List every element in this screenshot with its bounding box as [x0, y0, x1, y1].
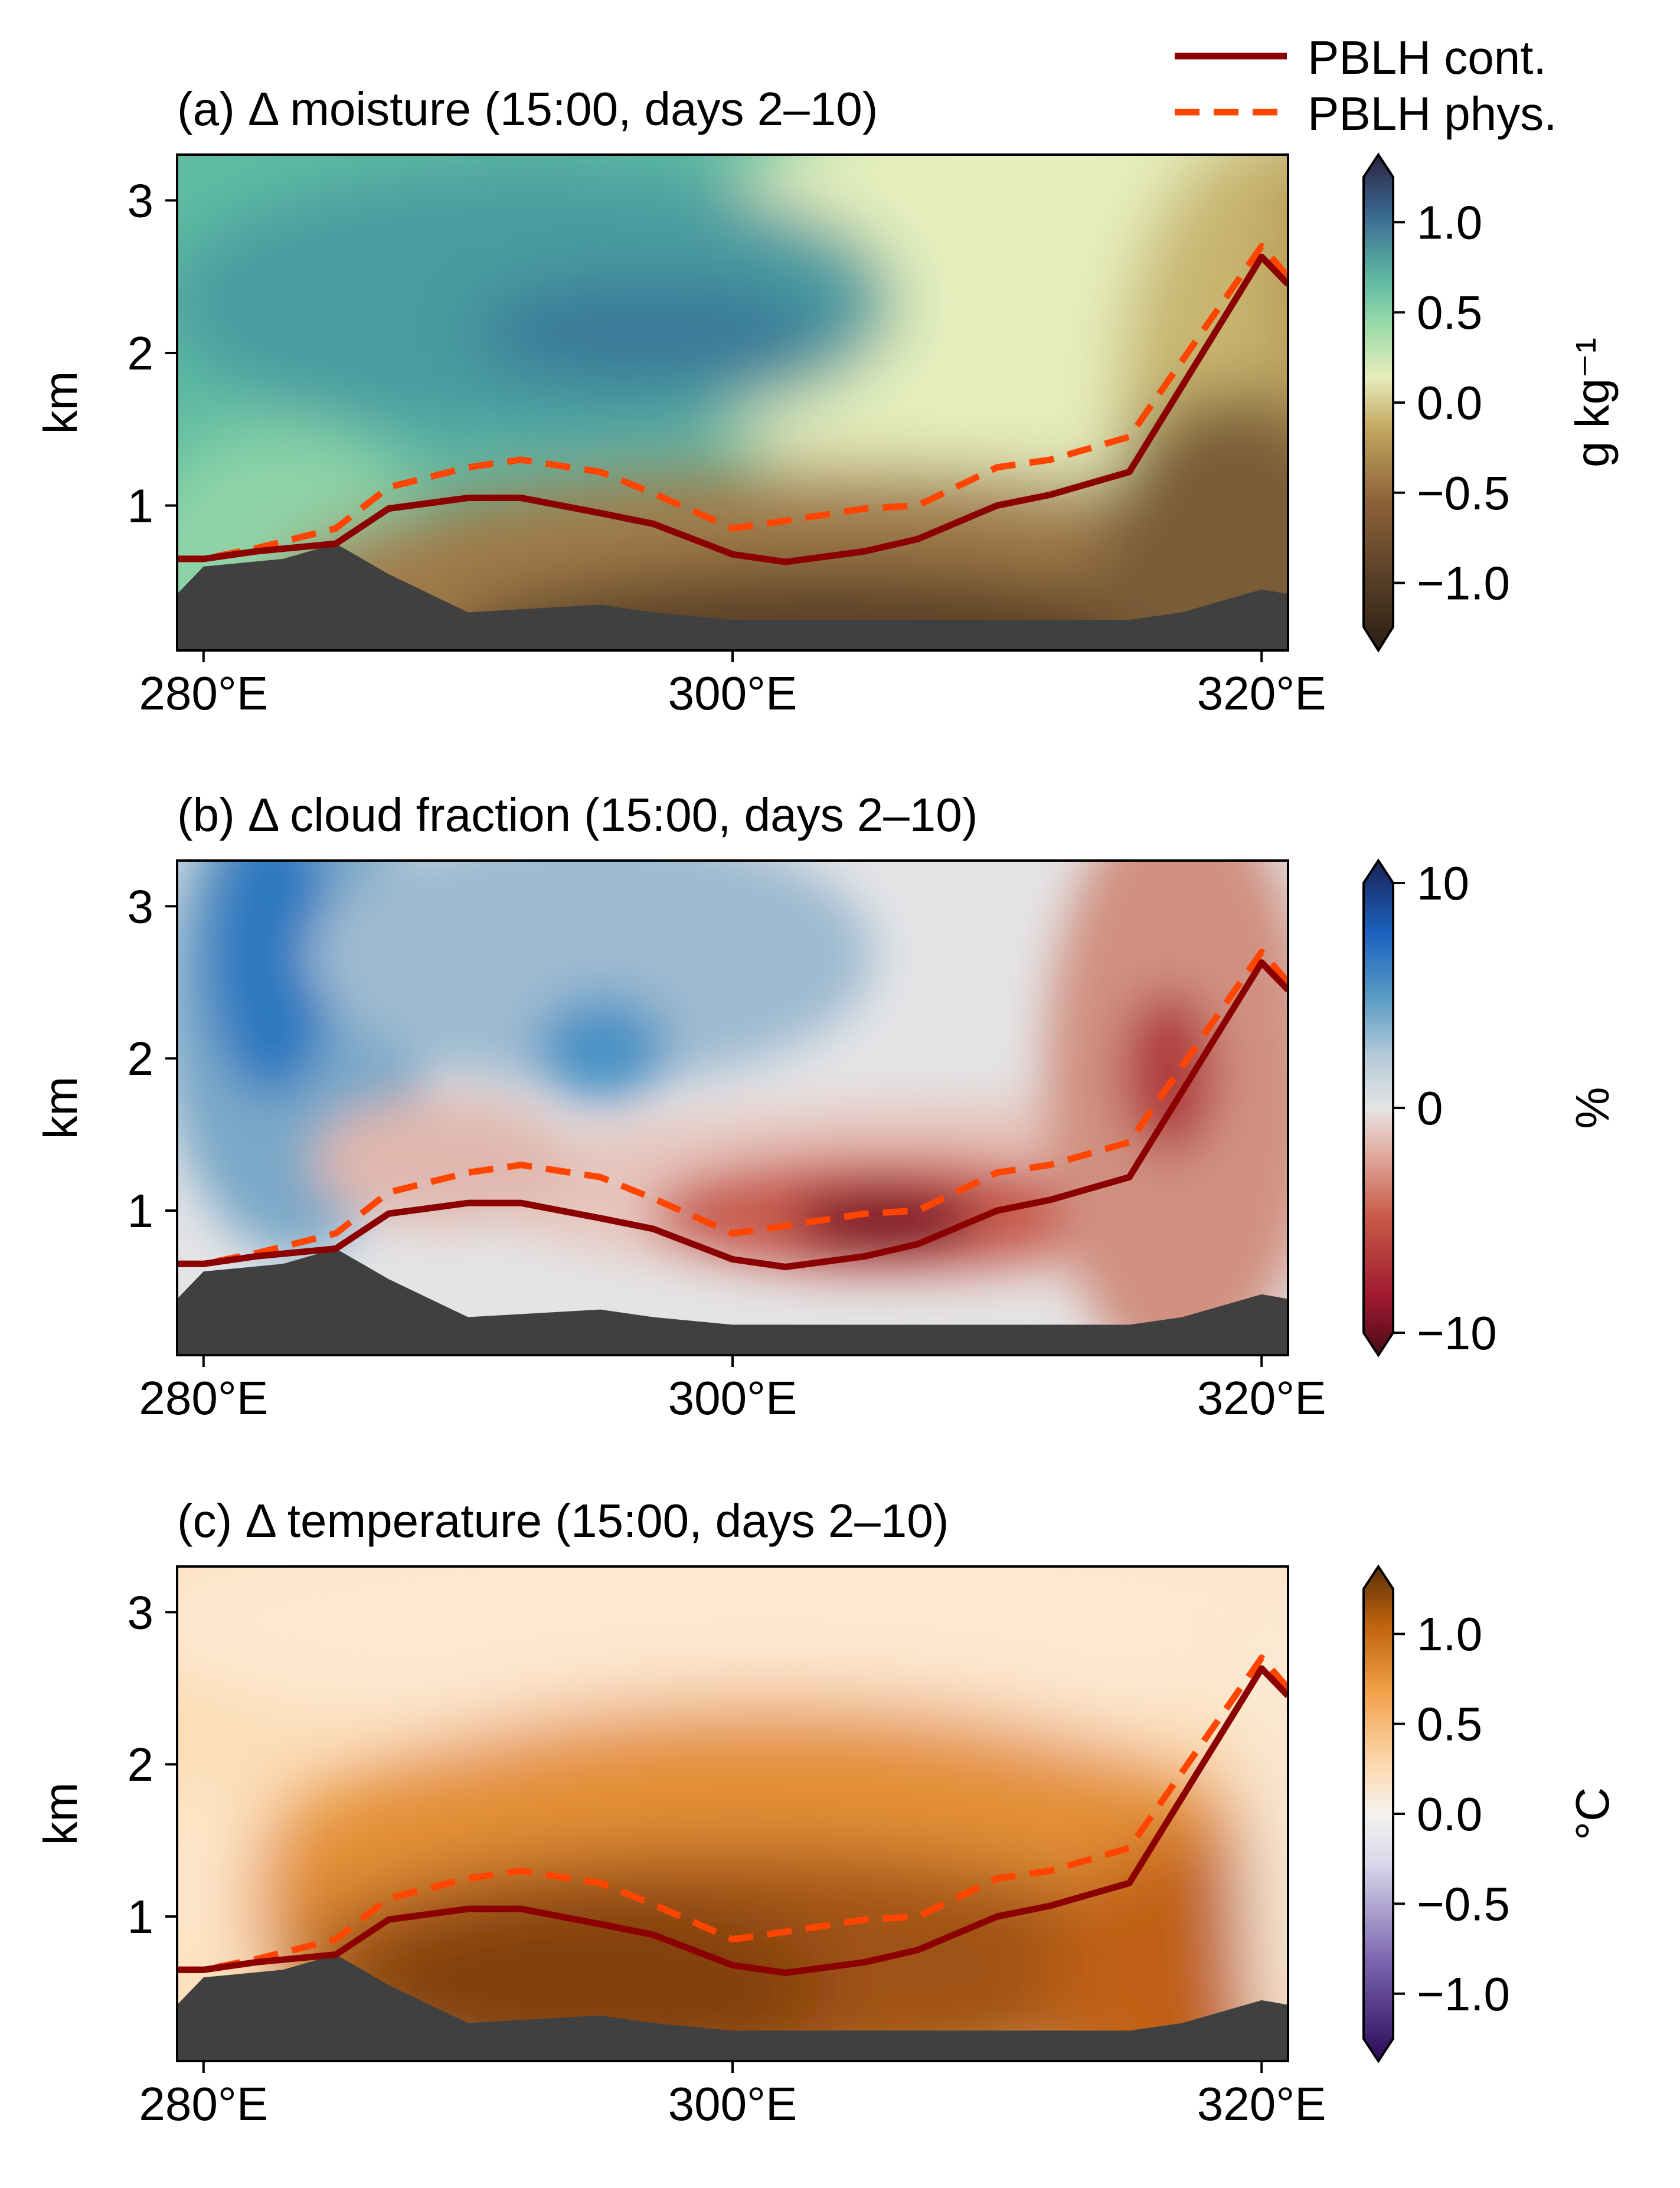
panel-b-ylabel: km	[34, 1077, 87, 1140]
panel-a-ytick-label: 2	[128, 327, 154, 380]
panel-b-xtick-label: 280°E	[139, 1372, 268, 1424]
panel-c-pblh-control-line	[177, 1665, 1288, 1976]
panel-a-title: (a) Δ moisture (15:00, days 2–10)	[177, 83, 878, 135]
colorbar-c-tick-label: 0.0	[1417, 1788, 1482, 1840]
colorbar-c-tick-label: −0.5	[1417, 1878, 1510, 1930]
panel-b-terrain	[177, 1248, 1288, 1355]
panel-c-ytick-label: 1	[128, 1891, 154, 1943]
colorbar-c-tick-label: 0.5	[1417, 1698, 1482, 1751]
panel-a-pblh-control-line	[177, 253, 1288, 565]
colorbar-b-tick-label: 10	[1417, 857, 1469, 910]
colorbar-b-bar	[1362, 858, 1394, 1358]
panel-b-xtick-label: 300°E	[668, 1372, 797, 1424]
panel-b-plot-area	[177, 949, 1288, 1355]
panel-b-title: (b) Δ cloud fraction (15:00, days 2–10)	[177, 789, 978, 841]
panel-c-ylabel: km	[34, 1783, 87, 1846]
panel-a-overlay: 280°E 300°E 320°E 1 2 3 km −1.0 −0.5 0.0 0.5 1.0	[34, 153, 1510, 719]
panel-b-ytick-label: 3	[128, 880, 154, 933]
colorbar-c: °C	[1362, 1564, 1619, 2063]
legend-label-pblh-control: PBLH cont.	[1308, 31, 1547, 84]
panel-a-xtick-label: 320°E	[1197, 667, 1326, 719]
colorbar-c-tick-label: −1.0	[1417, 1968, 1510, 2020]
panel-a-ytick-label: 3	[128, 175, 154, 227]
panel-a-terrain	[177, 544, 1288, 650]
colorbar-a-tick-label: −1.0	[1417, 557, 1510, 610]
legend: PBLH cont. PBLH phys.	[1175, 31, 1557, 140]
panel-b-overlay: 280°E 300°E 320°E 1 2 3 km −10 0 10	[34, 857, 1497, 1424]
panel-c-ytick-label: 3	[128, 1586, 154, 1638]
panel-c-ytick-label: 2	[128, 1738, 154, 1791]
panel-c-xtick-label: 300°E	[668, 2078, 797, 2130]
panel-c-terrain	[177, 1954, 1288, 2061]
panel-a-xtick-label: 300°E	[668, 667, 797, 719]
colorbar-b-tick-label: −10	[1417, 1307, 1497, 1359]
panel-c-xtick-label: 280°E	[139, 2078, 268, 2130]
panel-c-plot-area	[177, 1654, 1288, 2061]
colorbar-c-label: °C	[1566, 1787, 1619, 1840]
colorbar-b-tick-label: 0	[1417, 1082, 1443, 1134]
colorbar-c-tick-label: 1.0	[1417, 1608, 1482, 1660]
panel-a-ylabel: km	[34, 371, 87, 434]
colorbar-a-tick-label: 0.5	[1417, 286, 1482, 339]
panel-b-xtick-label: 320°E	[1197, 1372, 1326, 1424]
colorbar-a: g kg⁻¹	[1362, 152, 1619, 653]
panel-b-ytick-label: 1	[128, 1185, 154, 1237]
panel-c-title: (c) Δ temperature (15:00, days 2–10)	[177, 1494, 949, 1547]
panel-c-overlay: 280°E 300°E 320°E 1 2 3 km −1.0 −0.5 0.0 0.5 1.0	[34, 1565, 1510, 2130]
panel-c-xtick-label: 320°E	[1197, 2078, 1326, 2130]
chart-overlays: 280°E 300°E 320°E123km−1.0−0.50.00.51.0280…	[34, 153, 1510, 2130]
panel-b-pblh-control-line	[177, 959, 1288, 1270]
panel-a-ytick-label: 1	[128, 479, 154, 532]
colorbar-b-label: %	[1566, 1087, 1619, 1129]
colorbar-a-tick-label: −0.5	[1417, 467, 1510, 519]
colorbar-a-tick-label: 0.0	[1417, 377, 1482, 429]
panel-b-ytick-label: 2	[128, 1032, 154, 1085]
panel-a-plot-area	[177, 243, 1288, 650]
colorbar-b: %	[1362, 858, 1619, 1358]
colorbar-a-tick-label: 1.0	[1417, 196, 1482, 248]
colorbar-a-bar	[1362, 152, 1394, 653]
colorbar-c-bar	[1362, 1564, 1394, 2063]
panel-a-xtick-label: 280°E	[139, 667, 268, 719]
colorbar-a-label: g kg⁻¹	[1566, 338, 1619, 467]
legend-label-pblh-physics: PBLH phys.	[1308, 87, 1557, 140]
